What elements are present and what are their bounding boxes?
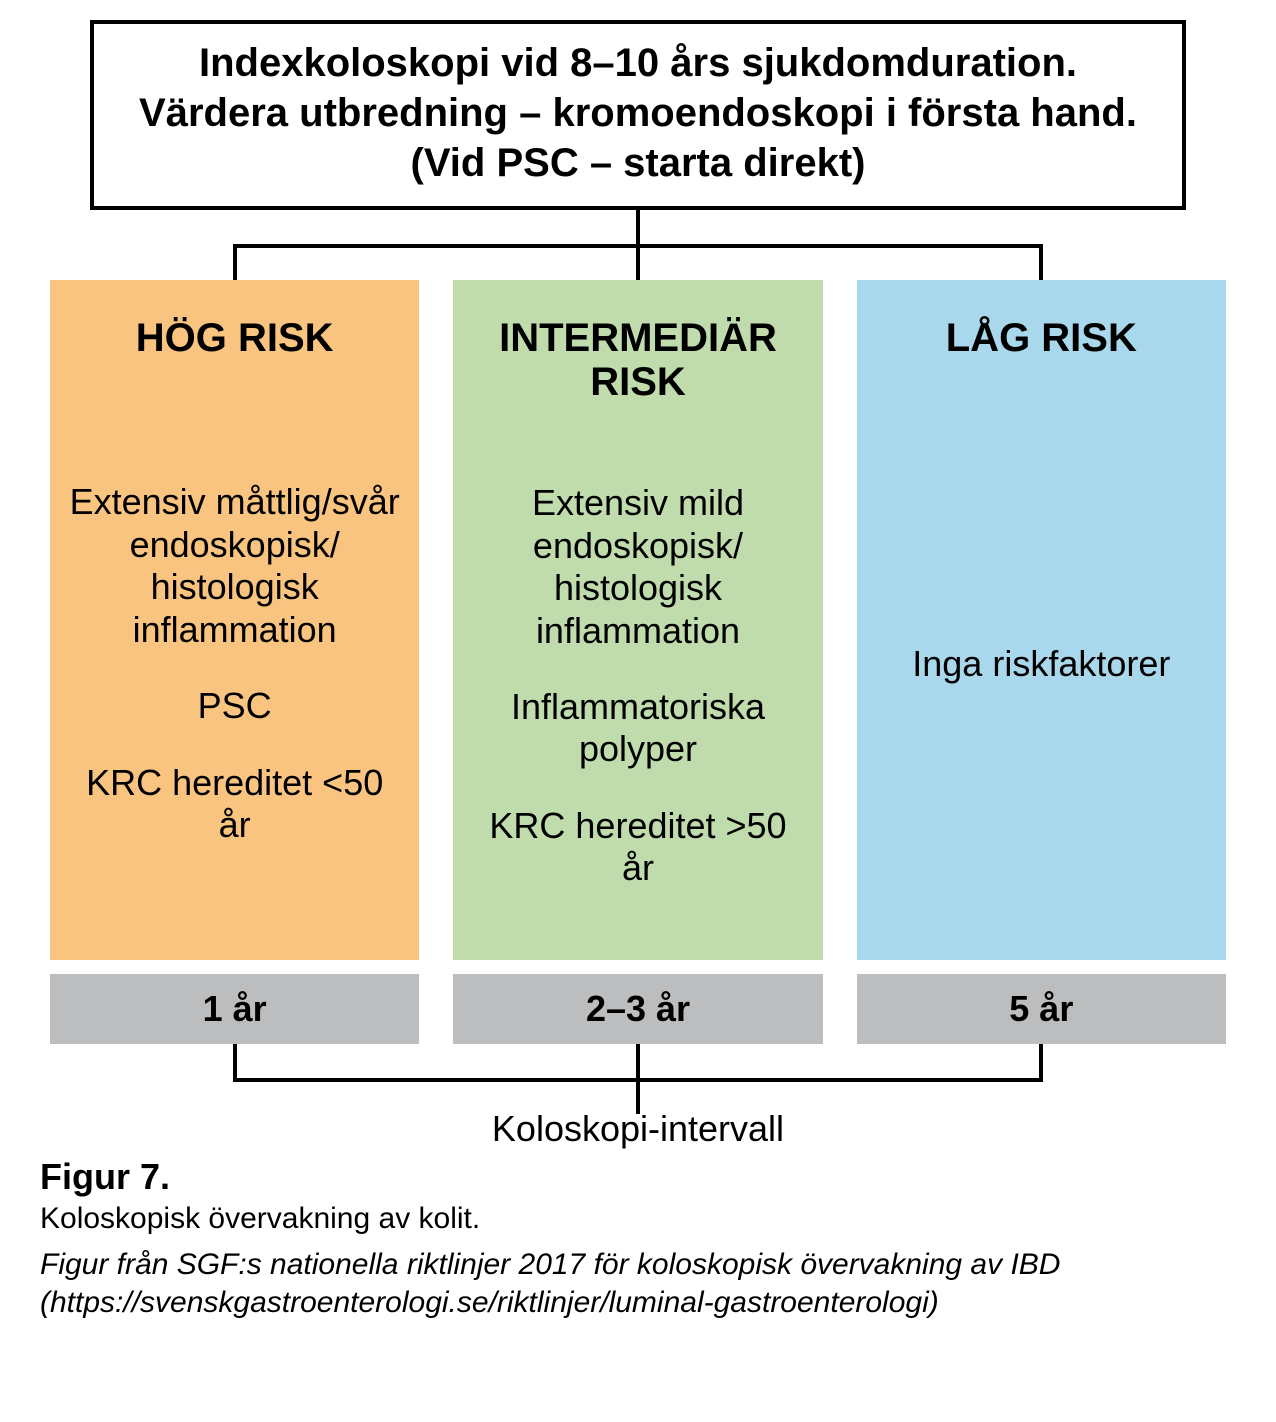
header-box: Indexkoloskopi vid 8–10 års sjukdomdurat… [90, 20, 1186, 210]
risk-title: HÖG RISK [136, 316, 334, 360]
risk-box: LÅG RISK Inga riskfaktorer [857, 280, 1226, 960]
interval-box: 1 år [50, 974, 419, 1044]
risk-column: HÖG RISK Extensiv måttlig/svår endoskopis… [50, 280, 419, 1044]
figure-source-line-1: Figur från SGF:s nationella riktlinjer 2… [40, 1246, 1236, 1284]
risk-body-block: KRC hereditet <50 år [68, 762, 401, 847]
header-line-1: Indexkoloskopi vid 8–10 års sjukdomdurat… [114, 38, 1162, 88]
risk-body-block: Extensiv måttlig/svår endoskopisk/ histo… [68, 481, 401, 651]
connector-top [90, 210, 1186, 280]
risk-column: INTERMEDIÄRRISK Extensiv mild endoskopisk… [453, 280, 822, 1044]
interval-box: 2–3 år [453, 974, 822, 1044]
figure-source: Figur från SGF:s nationella riktlinjer 2… [40, 1246, 1236, 1321]
risk-column: LÅG RISK Inga riskfaktorer 5 år [857, 280, 1226, 1044]
risk-body-block: Inga riskfaktorer [912, 643, 1170, 685]
header-line-3: (Vid PSC – starta direkt) [114, 138, 1162, 188]
risk-title: INTERMEDIÄRRISK [499, 316, 777, 404]
risk-body: Extensiv måttlig/svår endoskopisk/ histo… [68, 398, 401, 930]
risk-box: INTERMEDIÄRRISK Extensiv mild endoskopisk… [453, 280, 822, 960]
risk-body-block: Inflammatoriska polyper [471, 686, 804, 771]
figure-description: Koloskopisk övervakning av kolit. [40, 1202, 1236, 1236]
risk-body-block: PSC [68, 685, 401, 727]
figure-caption: Figur 7. Koloskopisk övervakning av koli… [40, 1156, 1236, 1321]
risk-title-line: RISK [499, 360, 777, 404]
figure-number: Figur 7. [40, 1156, 170, 1197]
figure-source-line-2: (https://svenskgastroenterologi.se/riktl… [40, 1284, 1236, 1322]
risk-body: Inga riskfaktorer [912, 398, 1170, 930]
risk-columns: HÖG RISK Extensiv måttlig/svår endoskopis… [50, 280, 1226, 1044]
risk-title-line: LÅG RISK [946, 316, 1137, 360]
risk-body: Extensiv mild endoskopisk/ histologisk i… [471, 442, 804, 930]
interval-label: Koloskopi-intervall [30, 1108, 1246, 1150]
interval-box: 5 år [857, 974, 1226, 1044]
connector-bottom [50, 1044, 1226, 1114]
risk-box: HÖG RISK Extensiv måttlig/svår endoskopis… [50, 280, 419, 960]
risk-body-block: Extensiv mild endoskopisk/ histologisk i… [471, 482, 804, 652]
risk-title-line: INTERMEDIÄR [499, 316, 777, 360]
risk-title: LÅG RISK [946, 316, 1137, 360]
risk-body-block: KRC hereditet >50 år [471, 805, 804, 890]
header-line-2: Värdera utbredning – kromoendoskopi i fö… [114, 88, 1162, 138]
risk-title-line: HÖG RISK [136, 316, 334, 360]
